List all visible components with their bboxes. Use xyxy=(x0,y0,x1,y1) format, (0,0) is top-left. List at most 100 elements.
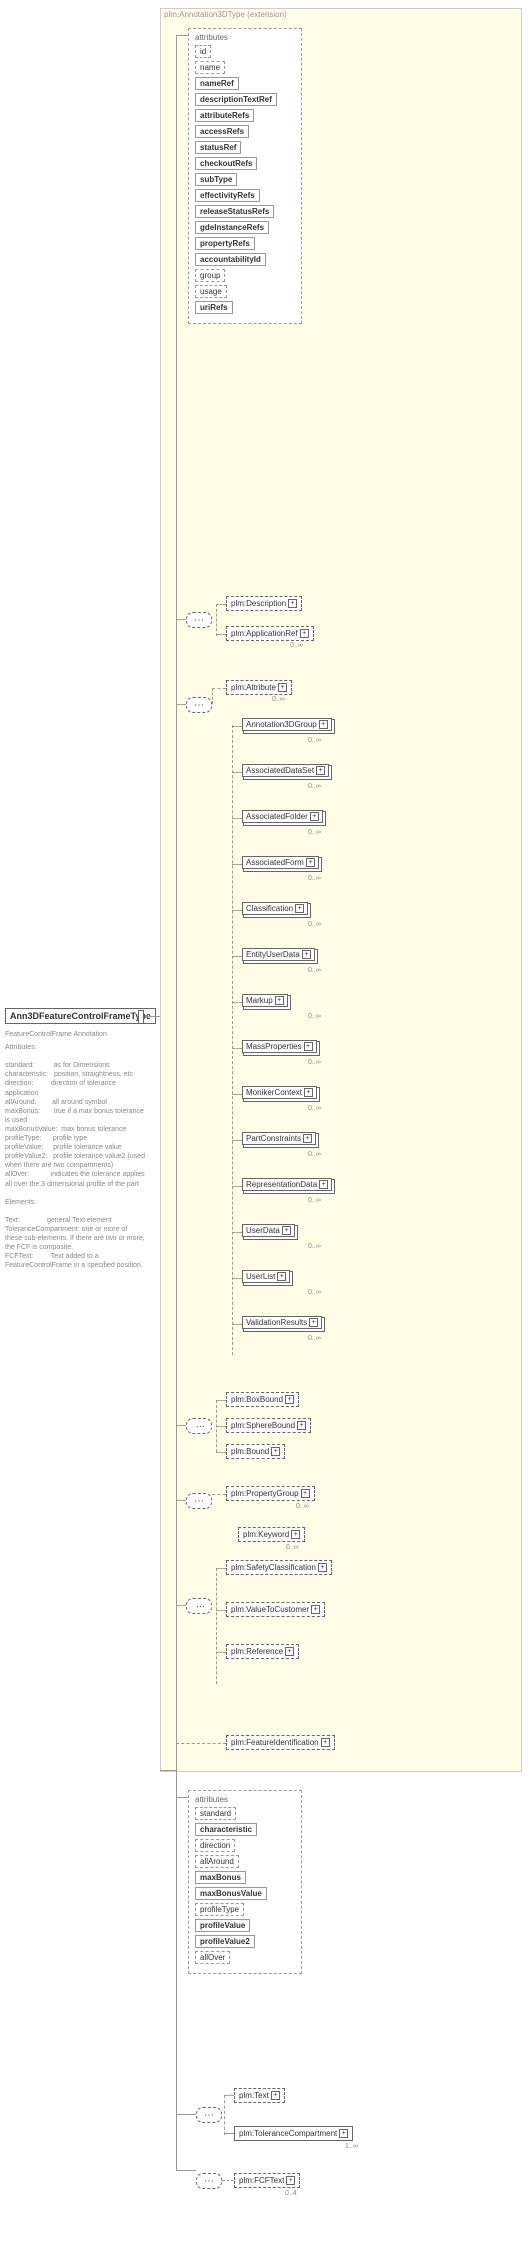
sequence-compositor xyxy=(196,2107,222,2123)
element-applicationref: plm:ApplicationRef+ xyxy=(226,626,314,641)
occurrence: 0..4 xyxy=(285,2190,297,2197)
element-text: plm:Text+ xyxy=(234,2088,285,2103)
root-type-label: Ann3DFeatureControlFrameType xyxy=(10,1011,151,1021)
expand-icon[interactable]: + xyxy=(304,1042,313,1051)
local-attributes-group: attributes standardcharacteristicdirecti… xyxy=(188,1790,302,1974)
connector xyxy=(216,1400,226,1402)
connector xyxy=(212,688,214,704)
connector xyxy=(160,1770,176,1771)
attributes-label: attributes xyxy=(195,1795,295,1804)
expand-icon[interactable]: + xyxy=(297,1421,306,1430)
expand-icon[interactable]: + xyxy=(304,1088,313,1097)
attribute-item: attributeRefs xyxy=(195,109,254,122)
documentation-text: FeatureControlFrame Annotation Attribute… xyxy=(5,1030,145,1270)
attribute-item: standard xyxy=(195,1807,236,1820)
attribute-item: descriptionTextRef xyxy=(195,93,277,106)
attribute-item: profileType xyxy=(195,1903,244,1916)
expand-tab[interactable] xyxy=(138,1010,144,1024)
occurrence: 0..∞ xyxy=(308,1151,321,1158)
attribute-item: profileValue xyxy=(195,1919,250,1932)
occurrence: 0..∞ xyxy=(308,1243,321,1250)
expand-icon[interactable]: + xyxy=(310,812,319,821)
attribute-item: profileValue2 xyxy=(195,1935,255,1948)
expand-icon[interactable]: + xyxy=(271,2091,280,2100)
attribute-item: uriRefs xyxy=(195,301,233,314)
attribute-item: accessRefs xyxy=(195,125,249,138)
expand-icon[interactable]: + xyxy=(288,599,297,608)
expand-icon[interactable]: + xyxy=(285,1647,294,1656)
connector xyxy=(176,2114,196,2115)
subst-element: AssociatedFolder+ xyxy=(242,810,323,823)
expand-icon[interactable]: + xyxy=(306,858,315,867)
element-attribute: plm:Attribute+ xyxy=(226,680,292,695)
attribute-item: propertyRefs xyxy=(195,237,255,250)
choice-compositor xyxy=(186,1598,212,1614)
element-featureid: plm:FeatureIdentification+ xyxy=(226,1735,335,1750)
connector xyxy=(146,1016,160,1017)
connector xyxy=(216,1568,226,1570)
subst-element: Classification+ xyxy=(242,902,308,915)
subst-element: AssociatedForm+ xyxy=(242,856,319,869)
subst-element: ValidationResults+ xyxy=(242,1316,322,1329)
connector xyxy=(176,1605,186,1607)
connector xyxy=(216,1452,226,1454)
expand-icon[interactable]: + xyxy=(321,1738,330,1747)
connector xyxy=(216,1652,226,1654)
element-keyword: plm:Keyword+ xyxy=(238,1527,305,1542)
connector xyxy=(216,634,226,636)
expand-icon[interactable]: + xyxy=(277,1272,286,1281)
occurrence: 0..∞ xyxy=(308,1105,321,1112)
expand-icon[interactable]: + xyxy=(302,950,311,959)
expand-icon[interactable]: + xyxy=(311,1605,320,1614)
subst-element: Annotation3DGroup+ xyxy=(242,718,332,731)
subst-element: EntityUserData+ xyxy=(242,948,315,961)
connector xyxy=(216,1610,226,1612)
element-fcftext: plm:FCFText+ xyxy=(234,2173,300,2188)
connector xyxy=(176,1797,188,1798)
attribute-item: releaseStatusRefs xyxy=(195,205,274,218)
element-classification: plm:SafetyClassification+ xyxy=(226,1560,332,1575)
sequence-compositor xyxy=(186,697,212,713)
attribute-item: id xyxy=(195,45,211,58)
attribute-item: name xyxy=(195,61,225,74)
connector xyxy=(212,688,226,690)
expand-icon[interactable]: + xyxy=(301,1489,310,1498)
expand-icon[interactable]: + xyxy=(319,720,328,729)
expand-icon[interactable]: + xyxy=(303,1134,312,1143)
attribute-item: effectivityRefs xyxy=(195,189,260,202)
expand-icon[interactable]: + xyxy=(300,629,309,638)
attribute-item: nameRef xyxy=(195,77,239,90)
expand-icon[interactable]: + xyxy=(291,1530,300,1539)
expand-icon[interactable]: + xyxy=(316,766,325,775)
attributes-label: attributes xyxy=(195,33,295,42)
expand-icon[interactable]: + xyxy=(295,904,304,913)
expand-icon[interactable]: + xyxy=(275,996,284,1005)
expand-icon[interactable]: + xyxy=(278,683,287,692)
attribute-item: allAround xyxy=(195,1855,239,1868)
connector xyxy=(176,2170,196,2171)
backbone-line xyxy=(176,35,177,1770)
expand-icon[interactable]: + xyxy=(309,1318,318,1327)
connector xyxy=(176,1425,186,1427)
occurrence: 0..∞ xyxy=(308,875,321,882)
attribute-item: characteristic xyxy=(195,1823,257,1836)
element-bound: plm:SphereBound+ xyxy=(226,1418,311,1433)
element-tolerancecompartment: plm:ToleranceCompartment+ xyxy=(234,2126,353,2141)
expand-icon[interactable]: + xyxy=(285,1395,294,1404)
attribute-item: checkoutRefs xyxy=(195,157,257,170)
connector xyxy=(216,604,226,606)
occurrence: 0..∞ xyxy=(308,921,321,928)
subst-element: Markup+ xyxy=(242,994,288,1007)
connector xyxy=(176,35,188,36)
expand-icon[interactable]: + xyxy=(271,1447,280,1456)
attribute-item: usage xyxy=(195,285,227,298)
expand-icon[interactable]: + xyxy=(286,2176,295,2185)
expand-icon[interactable]: + xyxy=(319,1180,328,1189)
occurrence: 0..∞ xyxy=(308,967,321,974)
connector xyxy=(176,2114,177,2170)
expand-icon[interactable]: + xyxy=(282,1226,291,1235)
expand-icon[interactable]: + xyxy=(339,2129,348,2138)
expand-icon[interactable]: + xyxy=(318,1563,327,1572)
subst-element: UserList+ xyxy=(242,1270,290,1283)
occurrence: 0..∞ xyxy=(308,737,321,744)
